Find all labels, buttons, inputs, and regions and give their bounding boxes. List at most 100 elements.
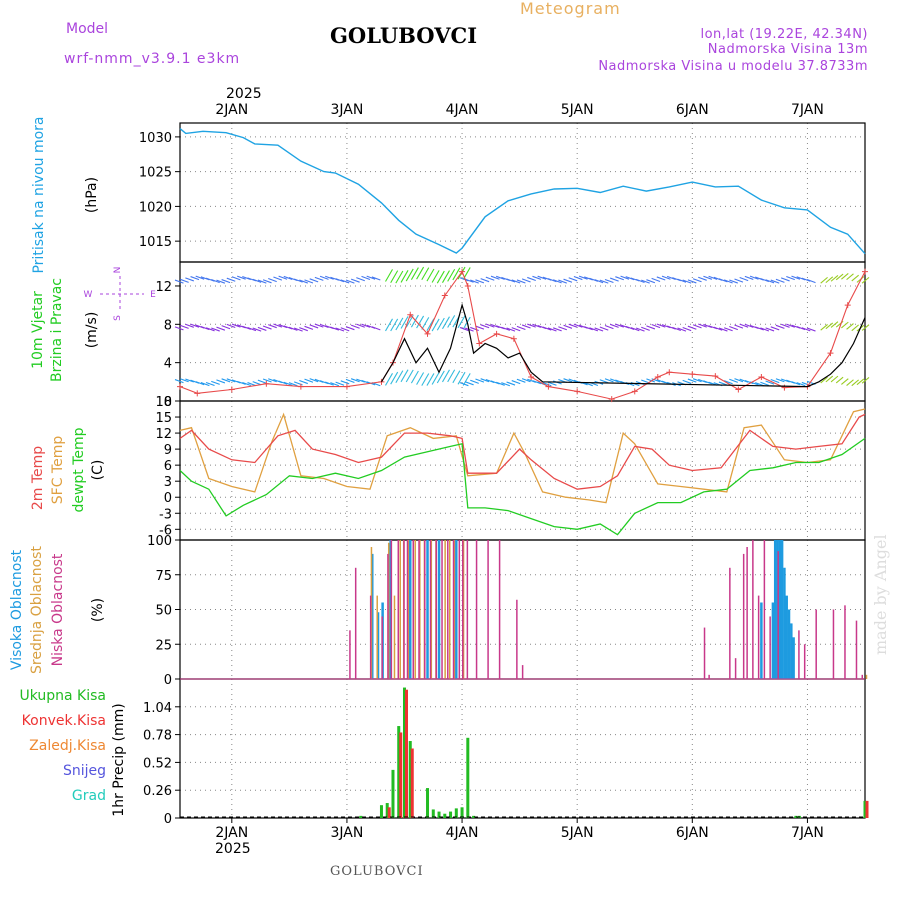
wind-barb — [416, 266, 425, 280]
wind-barb — [672, 326, 681, 332]
wind-barb — [599, 279, 609, 284]
wind-barb — [405, 369, 414, 383]
gust-marker — [464, 282, 471, 289]
wind-barb — [257, 379, 267, 384]
wind-barb — [825, 375, 834, 383]
gust-marker — [781, 384, 788, 391]
cloud-label-group: Visoka Oblacnost Srednja Oblacnost Niska… — [9, 546, 106, 674]
wind-barb — [400, 369, 409, 383]
wind-barb — [780, 378, 790, 383]
x-tick-label-bottom: 7JAN — [791, 825, 824, 841]
wind-barb — [563, 324, 573, 329]
wind-barb — [780, 323, 790, 328]
wind-barb — [288, 326, 298, 331]
wind-barb — [268, 277, 277, 283]
gust-marker — [689, 371, 696, 378]
y-tick-label: 0 — [164, 812, 172, 827]
total-precip-bar — [863, 800, 867, 818]
wind-barb — [755, 326, 764, 331]
wind-barb — [395, 270, 404, 284]
wind-barb — [195, 275, 205, 280]
legend-total: Ukupna Kisa — [19, 688, 106, 704]
wind-barb — [252, 278, 262, 283]
wind-barb — [791, 381, 801, 386]
y-tick-label: 100 — [147, 534, 172, 549]
wind-barb — [268, 378, 277, 383]
wind-barb — [692, 324, 702, 329]
wind-barb — [825, 276, 834, 284]
gust-marker — [654, 374, 661, 381]
x-tick-label-bottom: 3JAN — [331, 825, 364, 841]
pressure-title: Pritisak na nivou mora — [31, 116, 47, 273]
wind-barb — [485, 276, 495, 281]
wind-barb — [431, 372, 440, 385]
wind-barb — [609, 378, 619, 383]
panel-1: 0 4 8 12 — [155, 261, 866, 410]
precip-unit: 1hr Precip (mm) — [111, 703, 127, 816]
wind-barb — [708, 275, 718, 280]
wind-barb — [625, 325, 635, 330]
altitude-text: Nadmorska Visina 13m — [708, 42, 868, 57]
wind-barb — [521, 324, 531, 329]
compass-west: W — [84, 290, 93, 300]
wind-barb — [416, 372, 425, 385]
wind-barb — [552, 327, 562, 332]
wind-barb — [335, 381, 345, 386]
y-tick-label: 75 — [155, 569, 172, 584]
wind-barb — [641, 326, 650, 331]
wind-barb — [661, 275, 671, 280]
compass-north: N — [113, 267, 123, 274]
wind-barb — [447, 315, 456, 328]
legend-snow: Snijeg — [63, 763, 106, 779]
temp-2m-title: 2m Temp — [30, 446, 46, 510]
wind-barb — [475, 378, 485, 383]
wind-barb — [304, 378, 314, 383]
wind-barb — [635, 327, 645, 332]
wind-barb — [288, 382, 298, 387]
wind-barb — [273, 276, 283, 281]
y-tick-label: 0.26 — [143, 784, 172, 799]
wind-barb — [410, 370, 419, 384]
wind-barb — [651, 378, 661, 383]
wind-barb — [682, 379, 692, 384]
wind-barb — [749, 275, 759, 280]
wind-barb — [760, 277, 770, 283]
wind-barb — [236, 275, 246, 280]
gust-marker — [407, 311, 414, 318]
gust-marker — [441, 292, 448, 299]
wind-barb — [635, 278, 645, 283]
wind-barb — [457, 315, 466, 329]
wind-barb — [692, 378, 702, 383]
panel-frame — [179, 400, 866, 541]
gust-marker — [608, 396, 615, 403]
x-tick-label-bottom: 4JAN — [446, 825, 479, 841]
wind-barb — [830, 375, 839, 383]
wind-barb — [490, 275, 500, 280]
wind-barb — [345, 378, 355, 383]
wind-barb — [796, 382, 806, 387]
gust-marker — [844, 302, 851, 309]
y-tick-label: -6 — [159, 523, 172, 538]
y-tick-label: 0 — [164, 395, 172, 410]
wind-barb — [385, 269, 393, 282]
gust-marker — [177, 383, 183, 390]
wind-barb — [698, 323, 707, 328]
wind-barb — [421, 373, 430, 386]
y-tick-label: 1.04 — [143, 701, 172, 716]
wind-barb — [304, 325, 314, 330]
wind-barb — [400, 316, 409, 329]
gust-marker — [228, 386, 235, 393]
wind-barb — [723, 327, 733, 332]
page-title: GOLUBOVCI — [330, 23, 477, 48]
wind-barb — [547, 327, 557, 332]
temp-dewpt-title: dewpt Temp — [71, 427, 87, 512]
wind-barb — [221, 279, 231, 284]
gust-marker — [510, 335, 517, 342]
y-tick-label: 0.52 — [143, 756, 172, 771]
wind-barb — [470, 279, 479, 284]
wind-barb — [861, 377, 870, 384]
legend-frozen: Zaledj.Kisa — [29, 738, 106, 754]
wind-barb — [319, 323, 329, 328]
wind-barb — [174, 379, 184, 384]
